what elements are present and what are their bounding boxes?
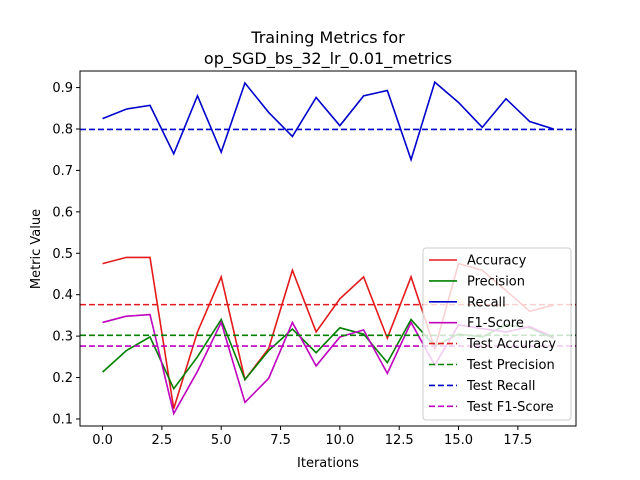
y-tick-label: 0.1 — [52, 412, 73, 427]
legend-label-recall: Recall — [467, 295, 506, 310]
y-axis-label: Metric Value — [29, 209, 44, 289]
x-tick-label: 2.5 — [152, 433, 173, 448]
legend-label-test-f1-score: Test F1-Score — [466, 400, 554, 415]
x-tick-label: 0.0 — [92, 433, 113, 448]
legend-box — [422, 247, 572, 421]
legend-label-test-accuracy: Test Accuracy — [466, 337, 556, 352]
chart-title-line-2: op_SGD_bs_32_lr_0.01_metrics — [204, 49, 452, 69]
x-tick-label: 7.5 — [270, 433, 291, 448]
x-tick-label: 12.5 — [385, 433, 414, 448]
legend-label-precision: Precision — [467, 274, 525, 289]
series-layer — [80, 80, 576, 416]
legend-label-f1-score: F1-Score — [467, 316, 524, 331]
x-tick-label: 17.5 — [503, 433, 532, 448]
y-tick-label: 0.8 — [52, 122, 73, 137]
plot-area — [80, 80, 576, 416]
y-tick-label: 0.4 — [52, 288, 73, 303]
y-tick-label: 0.2 — [52, 371, 73, 386]
y-tick-label: 0.9 — [52, 81, 73, 96]
legend-label-test-recall: Test Recall — [466, 379, 536, 394]
plot-frame — [79, 70, 577, 427]
x-tick-label: 15.0 — [444, 433, 473, 448]
ticks-layer: 0.0 2.5 5.0 7.5 10.0 12.5 15.0 17.5 0.1 0.2 0.3 0.4… — [52, 81, 532, 448]
x-tick-label: 5.0 — [211, 433, 232, 448]
x-axis-label: Iterations — [297, 456, 359, 471]
legend-label-accuracy: Accuracy — [467, 254, 527, 269]
y-tick-label: 0.6 — [52, 205, 73, 220]
legend-label-test-precision: Test Precision — [466, 358, 555, 373]
series-line-recall — [102, 80, 554, 163]
y-tick-label: 0.5 — [52, 247, 73, 262]
y-tick-label: 0.3 — [52, 330, 73, 345]
chart-title-line-1: Training Metrics for — [250, 28, 405, 47]
legend: Accuracy Precision Recall F1-Score Test Accu… — [422, 247, 572, 421]
y-tick-label: 0.7 — [52, 164, 73, 179]
x-tick-label: 10.0 — [325, 433, 354, 448]
